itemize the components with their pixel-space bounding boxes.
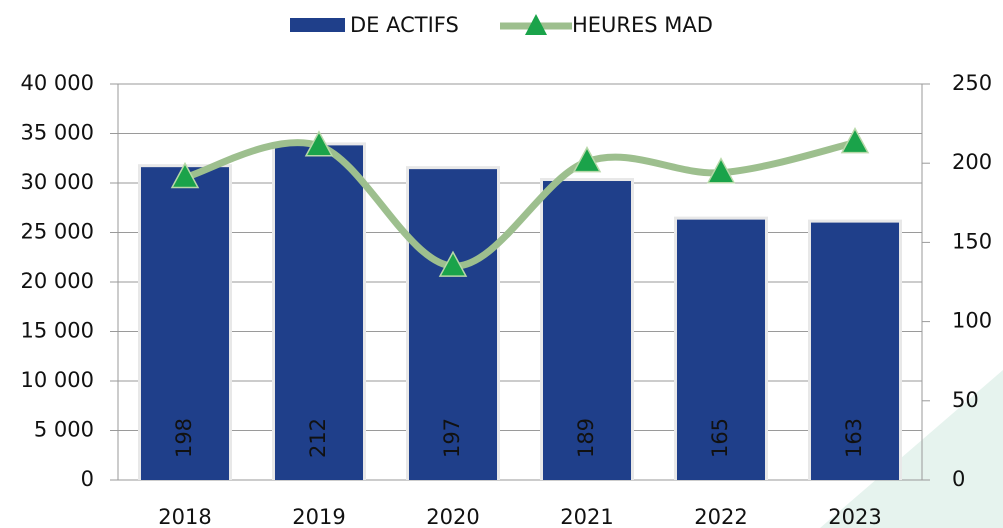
marker	[706, 157, 736, 184]
legend-marker	[525, 14, 547, 35]
x-tick-label: 2018	[158, 505, 211, 528]
y-tick-label: 15 000	[21, 319, 94, 343]
legend-label: DE ACTIFS	[350, 13, 459, 37]
y2-tick-label: 50	[952, 388, 979, 412]
marker	[840, 127, 870, 154]
marker	[572, 146, 602, 173]
y2-tick-label: 200	[952, 150, 992, 174]
y-tick-label: 35 000	[21, 121, 94, 145]
bar	[543, 181, 631, 480]
y2-tick-label: 150	[952, 229, 992, 253]
marker	[438, 250, 468, 277]
x-tick-label: 2021	[560, 505, 613, 528]
marker	[170, 161, 200, 189]
legend-swatch	[290, 18, 345, 32]
y2-tick-label: 250	[952, 71, 992, 95]
decoration	[820, 370, 1003, 528]
bar	[409, 169, 497, 480]
bar	[677, 219, 765, 480]
y-tick-label: 0	[81, 467, 94, 491]
data-label: 165	[708, 418, 732, 458]
y-tick-label: 10 000	[21, 368, 94, 392]
bar	[811, 222, 899, 480]
y2-tick-label: 100	[952, 309, 992, 333]
y-tick-label: 40 000	[21, 71, 94, 95]
y-tick-label: 20 000	[21, 269, 94, 293]
y-tick-label: 30 000	[21, 170, 94, 194]
data-label: 163	[842, 418, 866, 458]
data-label: 197	[440, 418, 464, 458]
data-label: 189	[574, 418, 598, 458]
x-tick-label: 2020	[426, 505, 479, 528]
bar	[275, 145, 363, 480]
x-tick-label: 2019	[292, 505, 345, 528]
x-tick-label: 2023	[828, 505, 881, 528]
data-label: 198	[172, 418, 196, 458]
y-tick-label: 5 000	[34, 418, 94, 442]
y-tick-label: 25 000	[21, 220, 94, 244]
bar	[141, 167, 229, 480]
x-tick-label: 2022	[694, 505, 747, 528]
legend-label: HEURES MAD	[572, 13, 713, 37]
data-label: 212	[306, 418, 330, 458]
y2-tick-label: 0	[952, 467, 965, 491]
marker	[304, 130, 334, 157]
